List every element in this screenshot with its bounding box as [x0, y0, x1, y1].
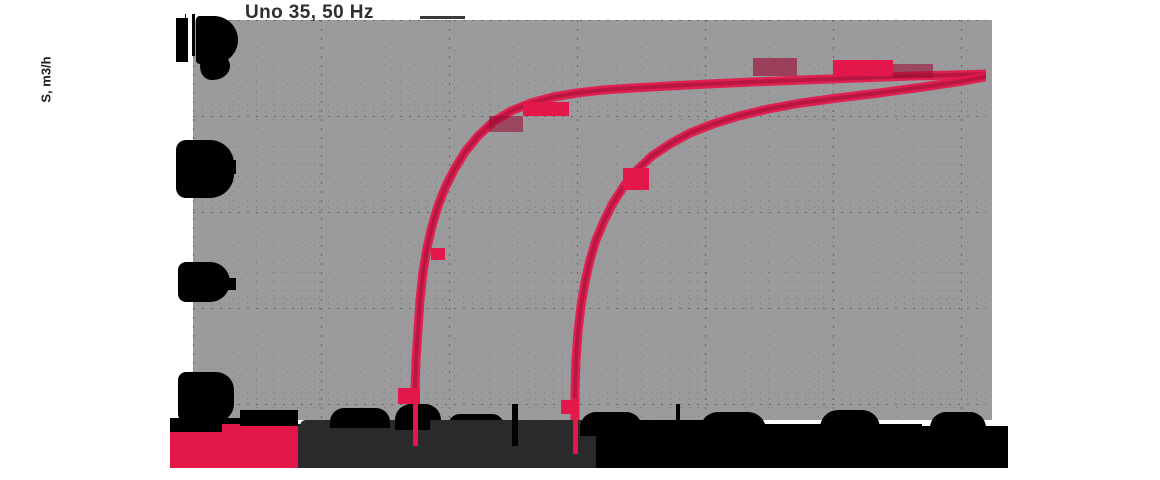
series-line-2 — [570, 71, 990, 420]
y-axis-label: S, m3/h — [38, 56, 54, 103]
title-underline — [420, 16, 465, 19]
redaction-block — [186, 14, 192, 134]
redaction-block — [700, 424, 820, 468]
curve-stem — [413, 398, 418, 446]
redaction-block — [676, 404, 680, 448]
plot-area — [193, 20, 990, 420]
redaction-block — [240, 410, 298, 426]
redaction-block — [512, 404, 518, 446]
redaction-block — [330, 408, 390, 428]
redaction-block — [176, 140, 234, 198]
chart-title: Uno 35, 50 Hz — [245, 2, 374, 23]
redaction-block — [222, 424, 298, 442]
redaction-block — [178, 372, 234, 422]
redaction-block — [596, 420, 706, 468]
redaction-block — [227, 160, 236, 174]
redaction-block — [200, 52, 230, 80]
redaction-block — [812, 424, 922, 468]
redaction-block — [226, 278, 236, 290]
plot-edge-bleed — [986, 20, 992, 420]
redaction-block — [176, 18, 188, 62]
data-curves — [398, 58, 990, 420]
redaction-block — [908, 426, 1008, 468]
redaction-block — [178, 262, 230, 302]
curve-stem — [573, 398, 578, 454]
